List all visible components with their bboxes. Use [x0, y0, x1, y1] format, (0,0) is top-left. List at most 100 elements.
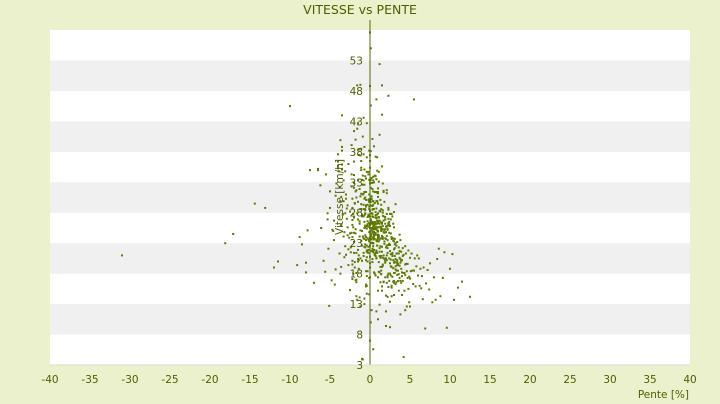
data-point: [372, 200, 375, 203]
data-point: [362, 203, 365, 206]
data-point: [390, 237, 393, 240]
data-point: [359, 257, 362, 260]
data-point: [411, 269, 414, 272]
data-point: [364, 243, 367, 246]
data-point: [382, 254, 385, 257]
data-point: [453, 298, 455, 301]
data-point: [385, 281, 388, 284]
data-point: [370, 177, 373, 179]
y-tick-label: 33: [350, 177, 363, 189]
data-point: [370, 237, 373, 240]
data-point: [394, 242, 397, 245]
data-point: [375, 233, 378, 236]
data-point: [433, 276, 435, 279]
data-point: [385, 257, 387, 260]
data-point: [387, 217, 390, 220]
data-point: [401, 279, 404, 282]
data-point: [366, 220, 369, 223]
y-axis-label: Vitesse [km/h]: [334, 159, 346, 235]
data-point: [351, 197, 354, 200]
data-point: [369, 234, 372, 237]
data-point: [406, 262, 409, 265]
data-point: [424, 327, 427, 330]
data-point: [339, 272, 342, 275]
data-point: [358, 222, 361, 225]
data-point: [393, 261, 395, 264]
data-point: [386, 251, 389, 254]
data-point: [366, 270, 369, 273]
data-point: [373, 145, 375, 148]
data-point: [419, 267, 422, 270]
data-point: [367, 173, 370, 176]
data-point: [317, 169, 319, 172]
x-tick-label: 10: [443, 374, 456, 386]
data-point: [368, 240, 371, 243]
data-point: [360, 169, 363, 172]
data-point: [347, 264, 350, 267]
data-point: [305, 271, 307, 274]
data-point: [377, 212, 379, 215]
data-point: [333, 239, 335, 242]
data-point: [363, 145, 366, 148]
data-point: [357, 254, 360, 257]
data-point: [380, 269, 383, 272]
data-point: [317, 167, 319, 170]
data-point: [380, 203, 383, 206]
data-point: [376, 200, 379, 203]
data-point: [372, 225, 375, 228]
data-point: [378, 247, 381, 250]
data-point: [395, 281, 398, 284]
data-point: [386, 276, 389, 279]
data-point: [381, 225, 384, 228]
data-point: [393, 272, 396, 274]
data-point: [373, 253, 376, 256]
data-point: [405, 270, 408, 273]
data-point: [372, 245, 375, 248]
data-point: [371, 181, 374, 184]
data-point: [389, 244, 391, 246]
data-point: [387, 222, 390, 225]
x-tick-label: -10: [281, 374, 298, 386]
data-point: [461, 280, 463, 283]
data-point: [355, 196, 358, 199]
data-point: [385, 212, 388, 215]
data-point: [342, 200, 345, 203]
data-point: [358, 296, 361, 299]
data-point: [357, 267, 360, 270]
data-point: [324, 270, 327, 273]
data-point: [372, 242, 375, 245]
y-tick-label: 18: [350, 269, 363, 281]
data-point: [357, 148, 360, 151]
data-point: [367, 238, 370, 241]
data-point: [363, 168, 366, 171]
data-point: [392, 237, 395, 240]
x-axis-label: Pente [%]: [638, 389, 689, 400]
data-point: [353, 202, 356, 204]
data-point: [409, 277, 411, 280]
data-point: [389, 272, 391, 275]
data-point: [390, 286, 393, 289]
data-point: [354, 232, 357, 235]
data-point: [378, 303, 381, 306]
data-point: [322, 259, 325, 262]
data-point: [354, 138, 357, 141]
data-point: [296, 264, 299, 267]
data-point: [416, 254, 419, 257]
data-point: [365, 236, 367, 239]
data-point: [385, 189, 388, 192]
data-point: [393, 243, 396, 246]
data-point: [376, 156, 379, 159]
data-point: [369, 104, 372, 107]
data-point: [377, 202, 379, 205]
data-point: [374, 231, 377, 234]
data-point: [372, 216, 375, 218]
data-point: [381, 250, 383, 253]
data-point: [349, 246, 352, 249]
data-point: [365, 275, 368, 278]
data-point: [370, 233, 373, 235]
data-point: [376, 238, 379, 241]
data-point: [363, 183, 366, 186]
data-point: [375, 178, 378, 181]
data-point: [392, 267, 395, 270]
data-point: [349, 210, 351, 213]
